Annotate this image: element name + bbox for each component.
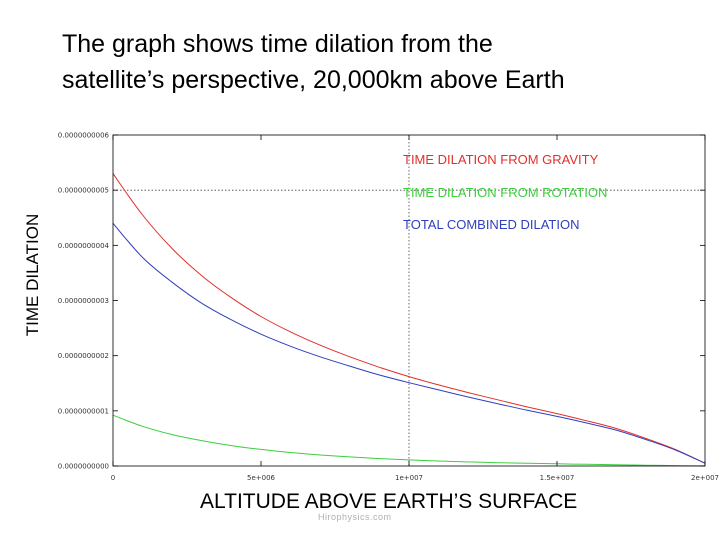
series-layer xyxy=(112,173,706,467)
y-axis-label-wrapper: TIME DILATION xyxy=(18,175,48,375)
y-tick-label: 0.0000000002 xyxy=(58,352,109,360)
legend-entry-2: TIME DILATION FROM ROTATION xyxy=(403,185,607,200)
y-tick-label: 0.0000000004 xyxy=(58,242,110,250)
grid-lines xyxy=(113,135,705,466)
series-line-1 xyxy=(112,173,706,464)
legend: TIME DILATION FROM GRAVITY TIME DILATION … xyxy=(403,152,607,232)
series-line-2 xyxy=(112,414,706,467)
x-tick-label: 0 xyxy=(111,474,115,482)
y-tick-label: 0.0000000005 xyxy=(58,187,109,195)
x-tick-label: 1.5e+007 xyxy=(540,474,575,482)
title-line-1: The graph shows time dilation from the xyxy=(62,30,493,58)
x-tick-label: 5e+006 xyxy=(247,474,276,482)
series-line-3 xyxy=(112,222,706,464)
page-title: The graph shows time dilation from the s… xyxy=(62,26,702,98)
y-tick-label: 0.0000000006 xyxy=(58,132,110,140)
y-tick-label: 0.0000000001 xyxy=(58,407,109,415)
title-line-2: satellite’s perspective, 20,000km above … xyxy=(62,66,565,94)
x-tick-label: 2e+007 xyxy=(691,474,719,482)
y-tick-label: 0.0000000003 xyxy=(58,297,109,305)
y-axis-label: TIME DILATION xyxy=(23,213,42,337)
y-tick-label: 0.0000000000 xyxy=(58,463,109,471)
x-axis-label: ALTITUDE ABOVE EARTH’S SURFACE xyxy=(200,490,578,513)
x-tick-label: 1e+007 xyxy=(395,474,423,482)
legend-entry-1: TIME DILATION FROM GRAVITY xyxy=(403,152,599,167)
tick-layer: 0.0000000000 0.0000000001 0.0000000002 0.00… xyxy=(58,132,719,483)
watermark: Hirophysics.com xyxy=(318,512,392,522)
legend-entry-3: TOTAL COMBINED DILATION xyxy=(403,217,579,232)
